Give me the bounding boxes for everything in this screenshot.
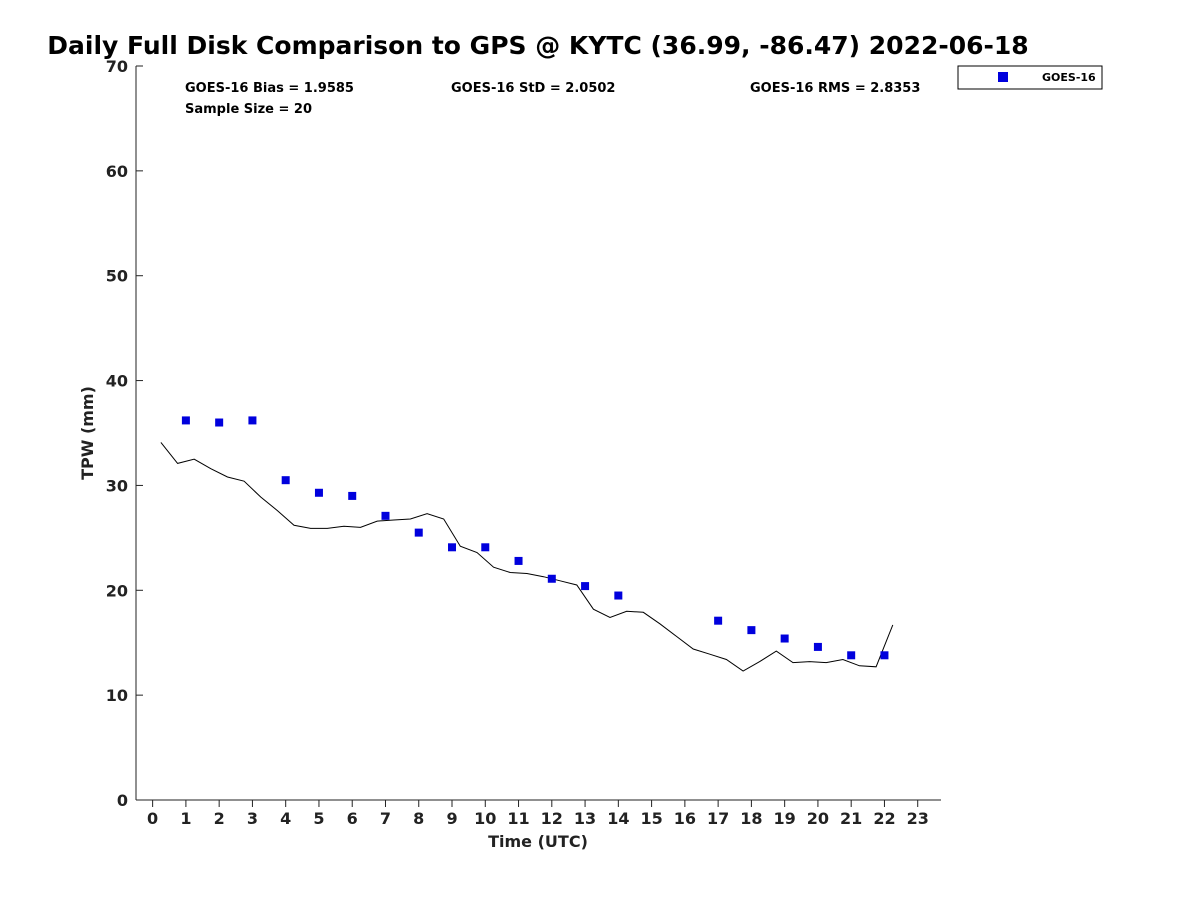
x-tick-label: 9: [446, 809, 457, 828]
goes16-point: [215, 418, 224, 427]
x-tick-label: 17: [707, 809, 729, 828]
goes16-point: [614, 591, 623, 600]
x-tick-label: 4: [280, 809, 291, 828]
x-tick-label: 12: [541, 809, 563, 828]
goes16-point: [714, 616, 723, 625]
goes16-point: [847, 651, 856, 660]
x-tick-label: 19: [774, 809, 796, 828]
bias-stat: GOES-16 Bias = 1.9585: [185, 81, 354, 96]
x-tick-label: 14: [607, 809, 629, 828]
goes16-point: [348, 491, 357, 500]
x-tick-label: 1: [180, 809, 191, 828]
x-axis-label: Time (UTC): [488, 832, 588, 851]
x-tick-label: 20: [807, 809, 829, 828]
goes16-point: [514, 556, 523, 565]
goes16-point: [314, 488, 323, 497]
x-tick-label: 0: [147, 809, 158, 828]
legend-marker-goes16: [998, 72, 1008, 82]
goes16-point: [547, 574, 556, 583]
goes16-point: [481, 543, 490, 552]
x-tick-label: 18: [740, 809, 762, 828]
goes16-scatter-series: [181, 416, 889, 660]
y-tick-label: 60: [106, 162, 128, 181]
x-tick-label: 21: [840, 809, 862, 828]
goes16-point: [381, 511, 390, 520]
goes16-point: [448, 543, 457, 552]
goes16-point: [181, 416, 190, 425]
x-tick-label: 7: [380, 809, 391, 828]
x-tick-label: 16: [674, 809, 696, 828]
x-tick-label: 2: [214, 809, 225, 828]
axes: [135, 66, 941, 801]
legend-label-goes16: GOES-16: [1042, 71, 1096, 84]
goes16-point: [747, 626, 756, 635]
y-tick-label: 70: [106, 57, 128, 76]
chart-title: Daily Full Disk Comparison to GPS @ KYTC…: [47, 31, 1028, 60]
y-tick-label: 30: [106, 476, 128, 495]
rms-stat: GOES-16 RMS = 2.8353: [750, 81, 920, 96]
legend: GOES-16: [957, 65, 1103, 90]
x-tick-label: 6: [347, 809, 358, 828]
y-tick-label: 10: [106, 686, 128, 705]
x-tick-label: 10: [474, 809, 496, 828]
sample-size-stat: Sample Size = 20: [185, 102, 312, 117]
x-tick-label: 23: [907, 809, 929, 828]
x-tick-label: 11: [507, 809, 529, 828]
goes16-point: [780, 634, 789, 643]
x-tick-label: 3: [247, 809, 258, 828]
legend-box: [957, 65, 1103, 90]
x-tick-label: 8: [413, 809, 424, 828]
y-tick-label: 0: [117, 791, 128, 810]
y-axis-ticks: 0 10 20 30 40 50 60 70: [106, 57, 143, 810]
gps-tpw-line: [160, 442, 894, 672]
goes16-point: [813, 642, 822, 651]
gps-line-series: [160, 442, 894, 672]
x-tick-label: 13: [574, 809, 596, 828]
y-tick-label: 40: [106, 372, 128, 391]
x-tick-label: 22: [873, 809, 895, 828]
goes16-point: [414, 528, 423, 537]
x-tick-label: 15: [640, 809, 662, 828]
goes16-point: [281, 476, 290, 485]
goes16-point: [581, 582, 590, 591]
goes16-point: [248, 416, 257, 425]
y-axis-label: TPW (mm): [78, 386, 97, 480]
std-stat: GOES-16 StD = 2.0502: [451, 81, 615, 96]
x-tick-label: 5: [313, 809, 324, 828]
goes16-point: [880, 651, 889, 660]
y-tick-label: 20: [106, 581, 128, 600]
y-tick-label: 50: [106, 267, 128, 286]
x-axis-ticks: 0 1 2 3 4 5 6 7 8 9 10 11 12 13 14 15 16 17 18 19 20 21 22 23: [147, 800, 929, 828]
